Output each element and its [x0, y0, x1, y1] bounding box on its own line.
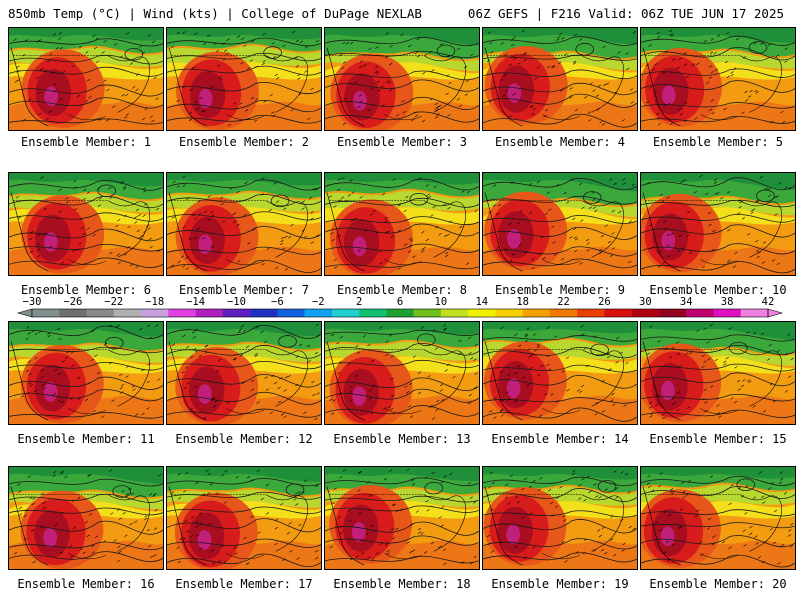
- ensemble-map-panel: [324, 466, 480, 570]
- colorbar-tick-label: −18: [145, 296, 164, 308]
- colorbar-right-arrow: [767, 308, 784, 318]
- colorbar-swatch: [658, 309, 687, 317]
- ensemble-map-panel: [640, 172, 796, 276]
- ensemble-member-label: Ensemble Member: 8: [336, 283, 468, 297]
- colorbar-swatch: [468, 309, 496, 317]
- colorbar-tick-label: 10: [435, 296, 448, 308]
- colorbar-swatch: [386, 309, 414, 317]
- colorbar-swatch: [86, 309, 114, 317]
- ensemble-member-label: Ensemble Member: 5: [652, 135, 784, 149]
- ensemble-member-label: Ensemble Member: 18: [333, 577, 471, 591]
- colorbar-tick-label: −26: [63, 296, 82, 308]
- ensemble-map-panel: [482, 27, 638, 131]
- colorbar-swatch: [222, 309, 251, 317]
- ensemble-map-panel: [482, 466, 638, 570]
- colorbar-swatch: [495, 309, 523, 317]
- colorbar-tick-label: 42: [762, 296, 775, 308]
- colorbar-swatch: [59, 309, 87, 317]
- ensemble-map-panel: [640, 466, 796, 570]
- ensemble-member-label: Ensemble Member: 19: [491, 577, 629, 591]
- ensemble-member-label: Ensemble Member: 9: [494, 283, 626, 297]
- ensemble-member-label: Ensemble Member: 20: [649, 577, 787, 591]
- colorbar-swatch: [440, 309, 469, 317]
- colorbar-swatch: [32, 309, 60, 317]
- ensemble-map-panel: [324, 321, 480, 425]
- colorbar-tick-label: −6: [271, 296, 284, 308]
- colorbar-swatch: [740, 309, 769, 317]
- ensemble-member-label: Ensemble Member: 11: [17, 432, 155, 446]
- ensemble-map-panel: [8, 172, 164, 276]
- ensemble-member-label: Ensemble Member: 3: [336, 135, 468, 149]
- ensemble-member-label: Ensemble Member: 1: [20, 135, 152, 149]
- ensemble-member-label: Ensemble Member: 10: [649, 283, 787, 297]
- ensemble-member-label: Ensemble Member: 17: [175, 577, 313, 591]
- colorbar-tick-label: 22: [557, 296, 570, 308]
- colorbar-swatch: [631, 309, 660, 317]
- colorbar-swatch: [577, 309, 605, 317]
- colorbar-swatch: [686, 309, 714, 317]
- ensemble-member-label: Ensemble Member: 7: [178, 283, 310, 297]
- colorbar-tick-label: −10: [227, 296, 246, 308]
- colorbar-swatch: [604, 309, 632, 317]
- colorbar-tick-label: 18: [516, 296, 529, 308]
- colorbar-tick-label: −14: [186, 296, 205, 308]
- ensemble-map-panel: [482, 321, 638, 425]
- ensemble-map-panel: [8, 27, 164, 131]
- colorbar-tick-label: −22: [104, 296, 123, 308]
- model-valid-time: 06Z GEFS | F216 Valid: 06Z TUE JUN 17 20…: [467, 6, 784, 21]
- chart-title: 850mb Temp (°C) | Wind (kts) | College o…: [8, 6, 422, 21]
- colorbar-swatch: [195, 309, 224, 317]
- colorbar-left-arrow: [16, 308, 33, 318]
- colorbar-swatch: [250, 309, 278, 317]
- ensemble-member-label: Ensemble Member: 4: [494, 135, 626, 149]
- colorbar-tick-label: 38: [721, 296, 734, 308]
- ensemble-map-panel: [166, 466, 322, 570]
- ensemble-member-label: Ensemble Member: 14: [491, 432, 629, 446]
- colorbar-tick-label: −30: [23, 296, 42, 308]
- colorbar-tick-label: 34: [680, 296, 693, 308]
- ensemble-map-panel: [324, 27, 480, 131]
- ensemble-member-label: Ensemble Member: 2: [178, 135, 310, 149]
- ensemble-map-panel: [640, 321, 796, 425]
- colorbar-tick-label: 14: [475, 296, 488, 308]
- ensemble-member-label: Ensemble Member: 12: [175, 432, 313, 446]
- colorbar-tick-label: −2: [312, 296, 325, 308]
- temperature-colorbar: −30 −26 −22 −18 −14 −10 −6 −2 2 6 10 14 18 22 26 30 34 38…: [16, 296, 784, 318]
- ensemble-map-panel: [8, 466, 164, 570]
- ensemble-member-label: Ensemble Member: 6: [20, 283, 152, 297]
- colorbar-swatch: [359, 309, 387, 317]
- colorbar-swatch: [113, 309, 142, 317]
- ensemble-map-panel: [166, 321, 322, 425]
- ensemble-member-label: Ensemble Member: 16: [17, 577, 155, 591]
- ensemble-map-panel: [324, 172, 480, 276]
- ensemble-member-label: Ensemble Member: 13: [333, 432, 471, 446]
- ensemble-map-panel: [640, 27, 796, 131]
- colorbar-tick-label: 2: [356, 296, 362, 308]
- ensemble-map-panel: [8, 321, 164, 425]
- colorbar-swatch: [331, 309, 360, 317]
- colorbar-swatch: [141, 309, 169, 317]
- colorbar-swatch: [168, 309, 196, 317]
- colorbar-tick-label: 30: [639, 296, 652, 308]
- colorbar-tick-label: 26: [598, 296, 611, 308]
- ensemble-map-panel: [482, 172, 638, 276]
- colorbar-swatch: [549, 309, 578, 317]
- colorbar-swatch: [304, 309, 333, 317]
- ensemble-map-panel: [166, 27, 322, 131]
- ensemble-member-label: Ensemble Member: 15: [649, 432, 787, 446]
- colorbar-swatch: [413, 309, 442, 317]
- colorbar-swatch: [277, 309, 305, 317]
- colorbar-swatch: [713, 309, 741, 317]
- ensemble-map-panel: [166, 172, 322, 276]
- colorbar-swatch: [522, 309, 551, 317]
- colorbar-tick-label: 6: [397, 296, 403, 308]
